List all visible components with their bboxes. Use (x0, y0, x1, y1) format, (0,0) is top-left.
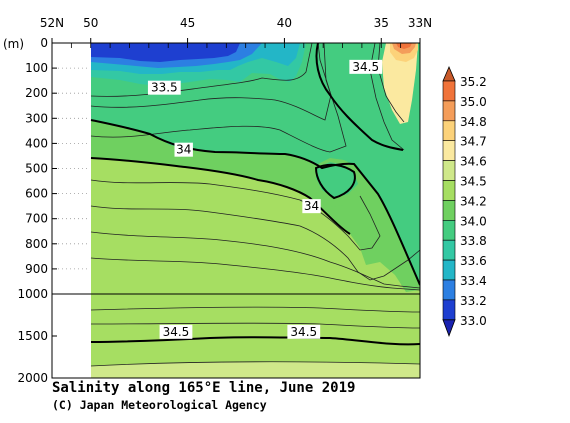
contour-label-text: 34.5 (352, 60, 379, 74)
x-tick-label: 45 (180, 16, 195, 30)
x-tick-label: 35 (374, 16, 389, 30)
colorbar-level-label: 34.5 (460, 175, 487, 189)
colorbar-level-label: 35.2 (460, 75, 487, 89)
contour-label-background (349, 59, 383, 74)
contour-line-minor (90, 231, 420, 289)
chart-title: Salinity along 165°E line, June 2019 (52, 380, 356, 396)
contour-line-major (90, 336, 420, 346)
colorbar-segment (442, 180, 456, 201)
colorbar-level-label: 34.7 (460, 135, 487, 149)
contour-line-minor (90, 306, 420, 313)
contour-line-minor (90, 43, 347, 153)
plot-frame (51, 42, 421, 379)
contour-line-layer (90, 43, 420, 367)
fill-s-33-8-34-0-east-wedge (416, 189, 420, 213)
y-tick-label: 300 (25, 111, 48, 125)
fill-s-34-5-34-6-deep (91, 361, 420, 378)
y-axis: (m) 0 100 200 300 400 500 600 700 800 900 1000 1500… (3, 36, 57, 385)
colorbar-level-label: 33.4 (460, 274, 487, 288)
contour-label-background (302, 199, 321, 214)
chart-credit: (C) Japan Meteorological Agency (52, 398, 267, 412)
colorbar-segment (442, 279, 456, 301)
y-tick-label: 1000 (17, 287, 48, 301)
y-tick-label: 200 (25, 86, 48, 100)
colorbar-level-label: 33.0 (460, 314, 487, 328)
colorbar-level-label: 34.0 (460, 214, 487, 228)
x-tick-label: 52N (40, 16, 64, 30)
colorbar: 35.2 35.0 34.8 34.7 34.6 34.5 34.2 34.0 33.8 33.6… (442, 65, 487, 337)
contour-line-minor (90, 257, 420, 291)
y-tick-label: 2000 (17, 371, 48, 385)
fill-s-35-0-35-2 (396, 43, 412, 49)
contour-line-minor (90, 322, 420, 329)
colorbar-segment (442, 120, 456, 142)
contour-label-background (174, 142, 193, 157)
plot-area: 34.5 33.5 34 34 34.5 34.5 (51, 42, 421, 379)
colorbar-segment (442, 259, 456, 281)
contour-label-text: 34.5 (163, 325, 190, 339)
contour-line-minor (90, 43, 332, 121)
y-tick-label: 0 (40, 36, 48, 50)
fill-s-lt-33-2 (91, 43, 240, 62)
contour-label-text: 34.5 (290, 325, 317, 339)
colorbar-segment (442, 160, 456, 181)
x-axis: 52N 50 45 40 35 33N (40, 16, 432, 48)
contour-label-text: 34 (304, 199, 319, 213)
contour-label-background (159, 324, 193, 339)
colorbar-top-arrow (442, 65, 456, 82)
contour-label: 34 (302, 199, 321, 214)
y-tick-label: 1500 (17, 329, 48, 343)
contour-line-minor (377, 43, 405, 123)
colorbar-level-label: 34.8 (460, 115, 487, 129)
contour-label-background (147, 80, 181, 95)
colorbar-level-label: 35.0 (460, 95, 487, 109)
y-tick-label: 400 (25, 136, 48, 150)
colorbar-segment (442, 239, 456, 261)
y-tick-label: 800 (25, 237, 48, 251)
contour-line-major (314, 163, 356, 200)
y-axis-unit-label: (m) (3, 37, 24, 51)
colorbar-level-label: 33.2 (460, 294, 487, 308)
salinity-fill-layer (91, 43, 420, 378)
contour-label: 34 (174, 142, 193, 157)
x-tick-label: 50 (83, 16, 98, 30)
colorbar-segment (442, 299, 456, 321)
y-tick-label: 700 (25, 212, 48, 226)
contour-label: 34.5 (287, 324, 321, 339)
colorbar-segment (442, 100, 456, 122)
colorbar-level-label: 33.6 (460, 254, 487, 268)
x-tick-label: 33N (408, 16, 432, 30)
colorbar-level-label: 34.2 (460, 194, 487, 208)
contour-line-minor (90, 205, 420, 281)
contour-line-minor (90, 361, 420, 367)
contour-label-text: 33.5 (151, 81, 178, 95)
colorbar-segment (442, 200, 456, 221)
fill-s-33-8-34-0-pocket (316, 162, 358, 198)
y-tick-label: 500 (25, 162, 48, 176)
colorbar-level-label: 34.6 (460, 155, 487, 169)
colorbar-segment (442, 80, 456, 102)
colorbar-level-label: 33.8 (460, 234, 487, 248)
contour-label-text: 34 (176, 143, 191, 157)
colorbar-segment (442, 220, 456, 241)
contour-line-minor (90, 43, 313, 97)
contour-line-major (90, 119, 420, 286)
contour-label: 34.5 (159, 324, 193, 339)
colorbar-bottom-arrow (442, 319, 456, 337)
contour-label-background (287, 324, 321, 339)
contour-label-layer: 34.5 33.5 34 34 34.5 34.5 (147, 59, 383, 339)
contour-label: 33.5 (147, 80, 181, 95)
y-tick-label: 900 (25, 262, 48, 276)
y-tick-label: 100 (25, 61, 48, 75)
colorbar-segment (442, 140, 456, 161)
y-tick-label: 600 (25, 187, 48, 201)
x-tick-label: 40 (277, 16, 292, 30)
contour-line-minor (90, 179, 381, 251)
contour-line-major (315, 43, 404, 151)
contour-label: 34.5 (349, 59, 383, 74)
